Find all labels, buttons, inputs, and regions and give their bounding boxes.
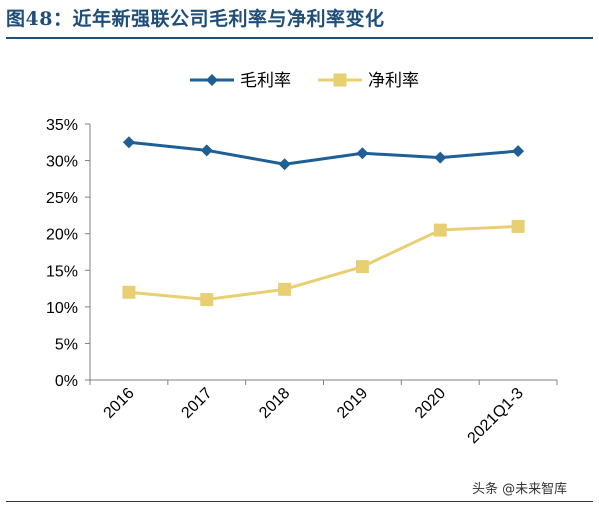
title-divider: [6, 37, 593, 39]
watermark: 头条 @未来智库: [472, 482, 568, 497]
bottom-divider: [6, 501, 593, 502]
chart-series: [122, 136, 525, 307]
y-tick-label: 15%: [46, 263, 78, 280]
series-line-gross-margin: [128, 140, 519, 166]
gross-margin-point: [200, 144, 213, 157]
net-margin-point: [200, 293, 214, 307]
chart-legend: 毛利率 净利率: [190, 71, 419, 91]
x-tick-label: 2018: [256, 385, 293, 422]
net-margin-point: [511, 219, 525, 233]
y-tick-label: 25%: [46, 190, 78, 207]
legend-gross-margin: 毛利率: [190, 71, 291, 91]
gross-margin-point: [434, 151, 447, 164]
legend-net-margin: 净利率: [318, 71, 419, 91]
net-margin-point: [122, 285, 136, 299]
series-line-net-margin: [128, 224, 519, 302]
gross-margin-point: [512, 145, 525, 158]
x-tick-label: 2016: [101, 385, 138, 422]
net-margin-point: [355, 260, 369, 274]
net-margin-point: [278, 282, 292, 296]
y-tick-label: 0%: [55, 373, 78, 390]
chart-axes: 0% 5% 10% 15% 20% 25% 30% 35% 2016 2017 2018 2019 20…: [46, 117, 558, 447]
gross-margin-point: [356, 147, 369, 160]
y-tick-label: 35%: [46, 117, 78, 134]
legend-marker-diamond: [206, 74, 218, 86]
y-tick-label: 30%: [46, 154, 78, 171]
y-tick-label: 10%: [46, 300, 78, 317]
x-tick-label: 2021Q1-3: [465, 385, 527, 447]
gross-margin-point: [278, 158, 291, 171]
x-tick-label: 2020: [412, 385, 449, 422]
legend-marker-square: [333, 73, 347, 87]
legend-label: 净利率: [368, 71, 419, 91]
x-tick-label: 2019: [334, 385, 371, 422]
y-tick-label: 5%: [55, 336, 78, 353]
gross-margin-point: [122, 136, 135, 149]
x-tick-label: 2017: [178, 385, 215, 422]
legend-label: 毛利率: [240, 71, 291, 91]
figure-title: 图48：近年新强联公司毛利率与净利率变化: [6, 8, 385, 30]
y-tick-label: 20%: [46, 227, 78, 244]
net-margin-point: [433, 223, 447, 237]
